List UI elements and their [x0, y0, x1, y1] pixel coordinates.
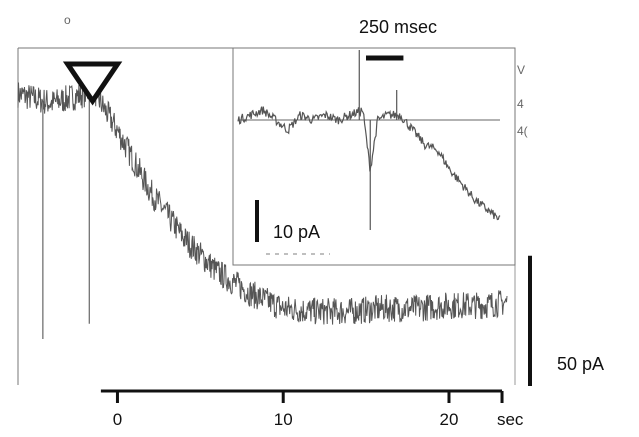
inset-frame [232, 47, 516, 266]
inset-x-scale-bar-label: 250 msec [359, 17, 437, 37]
x-axis-unit-label: sec [497, 410, 524, 429]
x-tick-label: 0 [113, 410, 122, 429]
inset-right-label: 4 [517, 97, 524, 111]
x-tick-label: 20 [440, 410, 459, 429]
y-scale-bar: 50 pA [528, 255, 604, 386]
y-scale-bar-label: 50 pA [557, 354, 604, 374]
x-ticks: 0 10 20 [113, 391, 504, 429]
inset-right-labels: V 4 4( [517, 63, 528, 138]
main-trace-line [17, 77, 508, 325]
main-chart: 0 10 20 sec 50 pA [17, 47, 604, 429]
main-artifacts [42, 90, 90, 340]
inset-y-scale-bar-label: 10 pA [273, 222, 320, 242]
x-axis: 0 10 20 sec [100, 389, 524, 429]
stimulus-triangle-marker [62, 61, 123, 106]
x-tick-label: 10 [274, 410, 293, 429]
inset-trace-line [237, 106, 501, 221]
inset-chart: V 4 4( 10 pA 250 msec [232, 17, 528, 266]
inset-right-label: V [517, 63, 525, 77]
inset-right-label: 4( [517, 124, 528, 138]
panel-label: o [64, 13, 71, 27]
inset-artifacts [358, 50, 398, 230]
